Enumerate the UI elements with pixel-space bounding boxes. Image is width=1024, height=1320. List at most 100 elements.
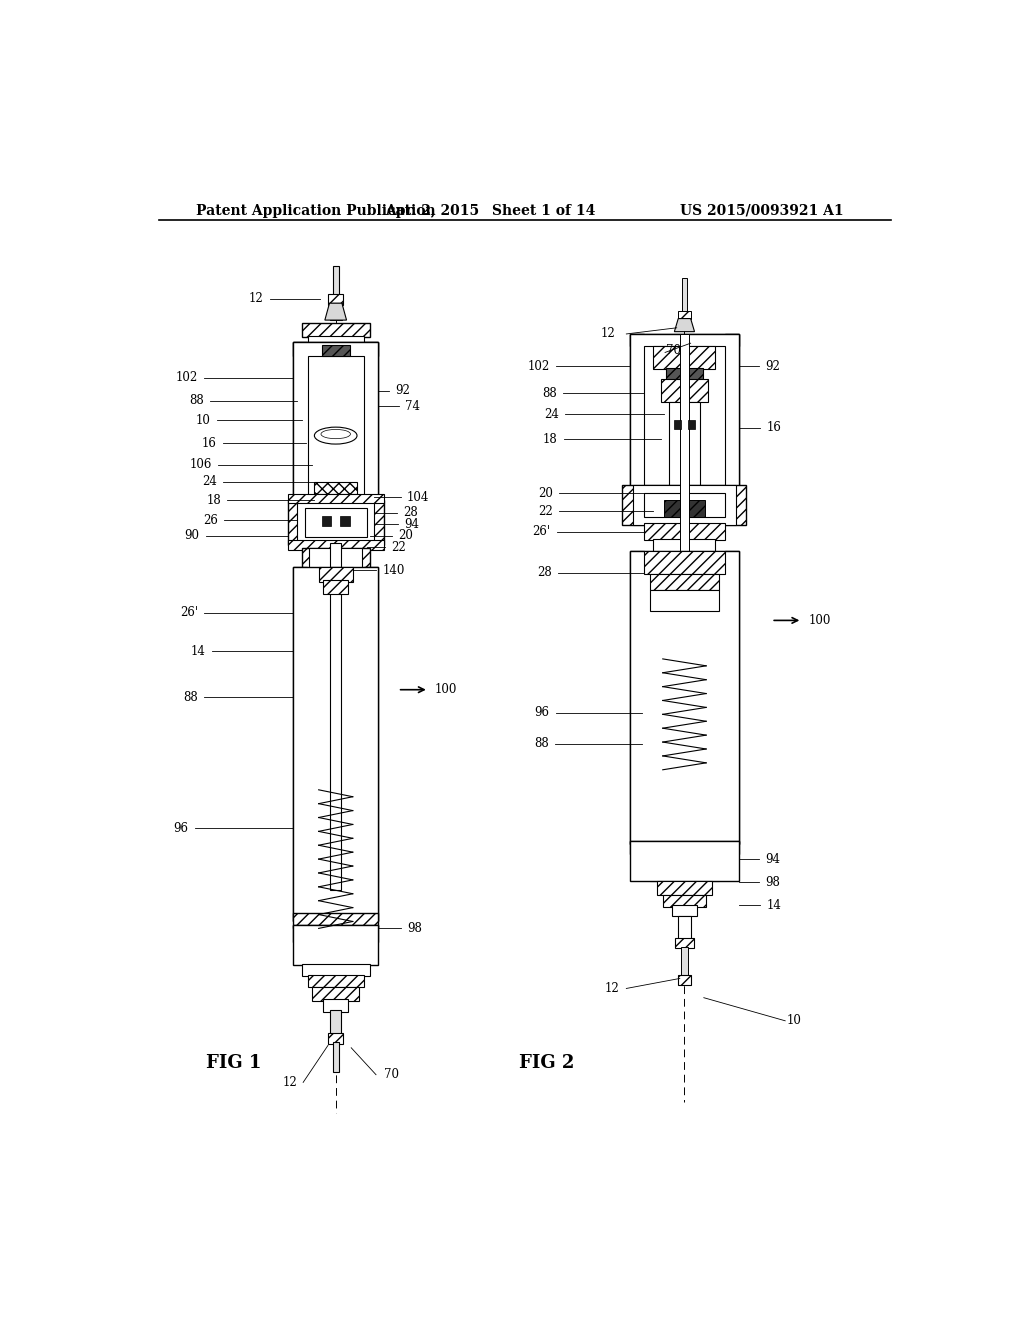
- Text: 140: 140: [382, 564, 404, 577]
- Text: 100: 100: [809, 614, 830, 627]
- Polygon shape: [325, 304, 346, 321]
- Text: 18: 18: [206, 494, 221, 507]
- Text: 94: 94: [403, 517, 419, 531]
- Text: 104: 104: [407, 491, 429, 504]
- Bar: [681, 946, 687, 977]
- Bar: [630, 841, 738, 880]
- Text: 102: 102: [175, 371, 198, 384]
- Text: 24: 24: [203, 475, 217, 488]
- Text: US 2015/0093921 A1: US 2015/0093921 A1: [680, 203, 844, 218]
- Bar: [328, 294, 343, 305]
- Text: 96: 96: [173, 822, 188, 834]
- Bar: [305, 508, 367, 537]
- Bar: [674, 420, 681, 429]
- Bar: [653, 539, 716, 553]
- Bar: [678, 974, 690, 985]
- Text: 14: 14: [767, 899, 781, 912]
- Bar: [308, 953, 364, 965]
- Bar: [340, 516, 349, 527]
- Bar: [308, 974, 364, 987]
- Bar: [293, 913, 378, 928]
- Text: 10: 10: [196, 413, 211, 426]
- Bar: [680, 334, 689, 734]
- Text: 12: 12: [283, 1076, 297, 1089]
- Bar: [322, 345, 349, 355]
- Bar: [662, 379, 708, 401]
- Bar: [365, 566, 378, 921]
- Bar: [333, 267, 339, 297]
- Bar: [288, 540, 384, 549]
- Bar: [302, 941, 370, 954]
- Text: 74: 74: [406, 400, 421, 413]
- Text: 100: 100: [434, 684, 457, 696]
- Bar: [312, 987, 359, 1001]
- Bar: [365, 342, 378, 503]
- Bar: [328, 1034, 343, 1044]
- Text: 28: 28: [538, 566, 552, 579]
- Bar: [331, 544, 341, 572]
- Ellipse shape: [321, 429, 350, 438]
- Text: 12: 12: [249, 292, 263, 305]
- Bar: [302, 323, 370, 337]
- Text: 106: 106: [189, 458, 212, 471]
- Bar: [678, 312, 690, 318]
- Text: Sheet 1 of 14: Sheet 1 of 14: [493, 203, 596, 218]
- Bar: [331, 1010, 341, 1035]
- Bar: [623, 484, 746, 525]
- Text: 12: 12: [604, 982, 620, 995]
- Bar: [665, 500, 705, 517]
- Text: 70: 70: [384, 1068, 398, 1081]
- Bar: [330, 304, 342, 321]
- Bar: [642, 853, 727, 869]
- Text: 92: 92: [395, 384, 411, 397]
- Bar: [314, 482, 357, 494]
- Bar: [687, 420, 695, 429]
- Text: 98: 98: [765, 875, 780, 888]
- Bar: [650, 590, 719, 611]
- Polygon shape: [675, 318, 694, 331]
- Bar: [322, 516, 331, 527]
- Bar: [666, 368, 703, 380]
- Text: 12: 12: [601, 327, 615, 341]
- Bar: [309, 548, 362, 568]
- Text: 70: 70: [666, 345, 681, 358]
- Bar: [630, 841, 738, 854]
- Text: 88: 88: [535, 737, 549, 750]
- Bar: [293, 342, 378, 355]
- Bar: [288, 494, 384, 503]
- Text: Patent Application Publication: Patent Application Publication: [197, 203, 436, 218]
- Text: 16: 16: [767, 421, 781, 434]
- Text: 26: 26: [203, 513, 218, 527]
- Bar: [324, 581, 348, 594]
- Ellipse shape: [314, 428, 357, 444]
- Bar: [633, 484, 735, 525]
- Text: 22: 22: [538, 504, 553, 517]
- Text: 90: 90: [184, 529, 200, 543]
- Bar: [725, 552, 738, 843]
- Text: 16: 16: [202, 437, 216, 450]
- Bar: [288, 500, 384, 545]
- Bar: [308, 355, 364, 498]
- Bar: [333, 1043, 339, 1072]
- Text: 98: 98: [407, 921, 422, 935]
- Text: 22: 22: [391, 541, 407, 554]
- Text: 20: 20: [538, 487, 553, 500]
- Text: 20: 20: [397, 529, 413, 543]
- Bar: [302, 964, 370, 977]
- Text: 96: 96: [535, 706, 550, 719]
- Bar: [293, 566, 378, 921]
- Bar: [318, 566, 352, 582]
- Text: FIG 1: FIG 1: [206, 1055, 261, 1072]
- Bar: [293, 342, 378, 503]
- Bar: [672, 906, 697, 916]
- Bar: [663, 895, 707, 907]
- Bar: [630, 334, 644, 488]
- Text: 102: 102: [527, 360, 550, 372]
- Text: 88: 88: [183, 690, 198, 704]
- Bar: [293, 925, 378, 942]
- Text: 24: 24: [544, 408, 559, 421]
- Bar: [675, 937, 693, 948]
- Text: 88: 88: [189, 395, 204, 408]
- Bar: [644, 524, 725, 540]
- Bar: [302, 548, 370, 568]
